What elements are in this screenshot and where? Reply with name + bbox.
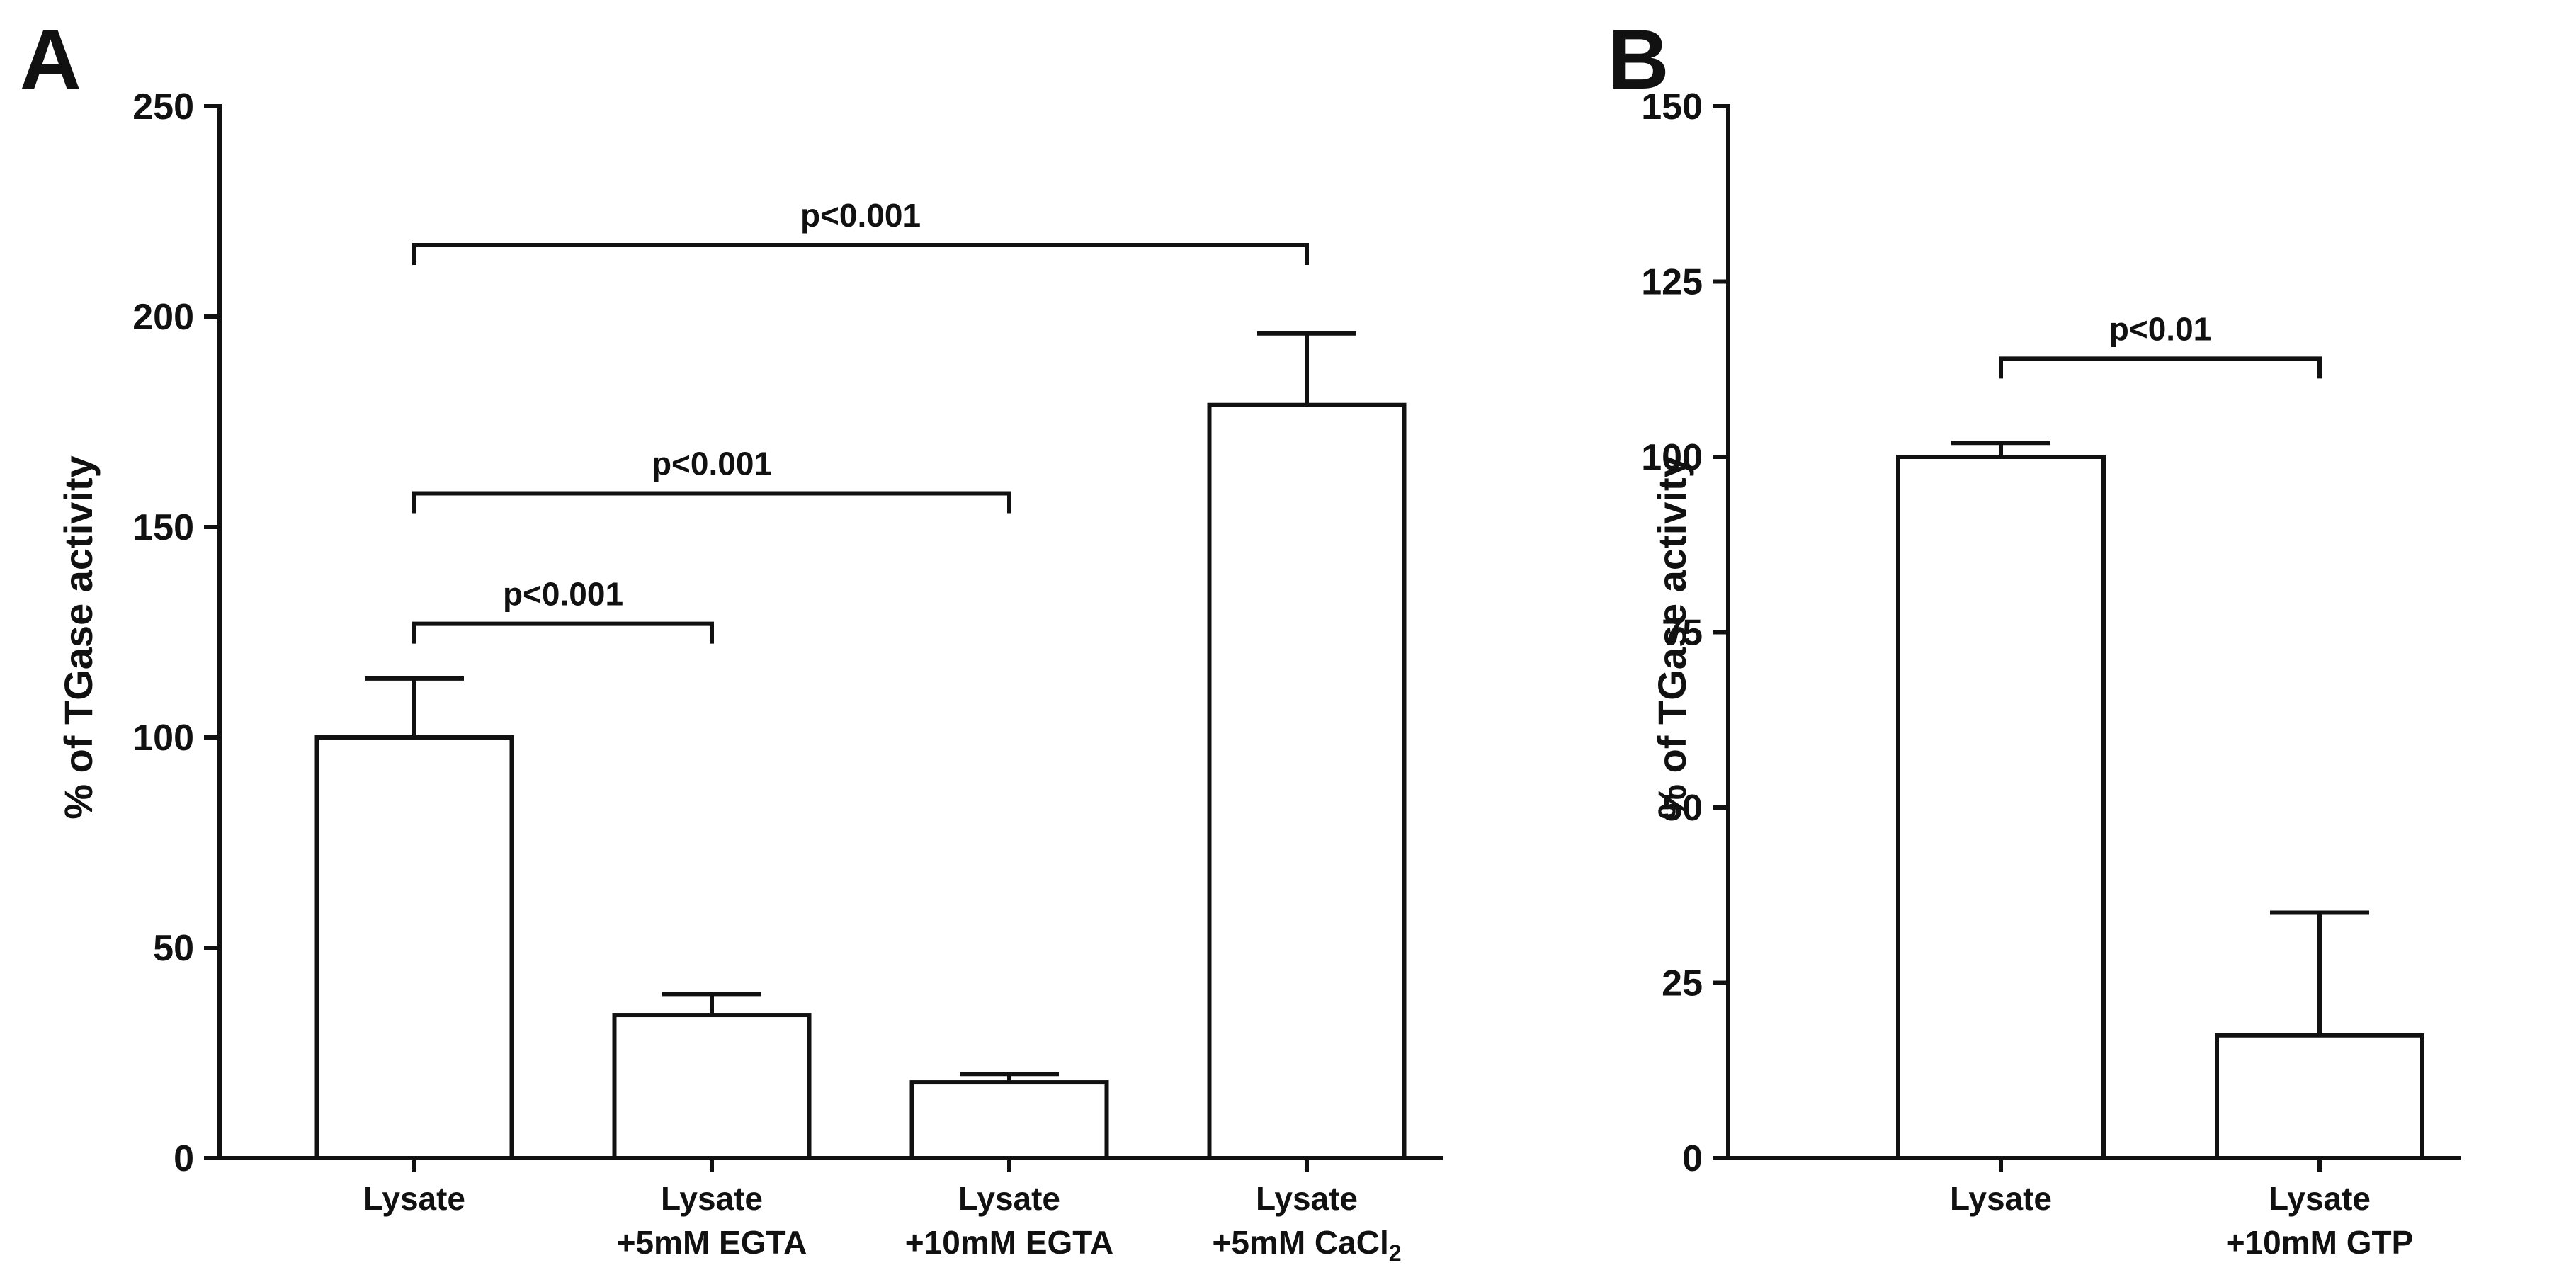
bar-0 (314, 735, 514, 1160)
bar-0 (1896, 455, 2106, 1160)
y-tick-label: 50 (153, 928, 194, 969)
y-tick-label: 250 (132, 86, 194, 128)
category-label: Lysate (1950, 1180, 2052, 1217)
y-tick-label: 0 (174, 1138, 194, 1179)
significance-bracket (1999, 356, 2322, 379)
significance-label: p<0.01 (2109, 310, 2212, 347)
y-tick-label: 100 (132, 718, 194, 759)
y-tick-label: 25 (1662, 963, 1703, 1004)
panel-b: B 0 25 50 75 100 125 150 % of TGase activity Lys… (1608, 12, 2461, 1261)
significance-bracket (412, 243, 1309, 266)
category-label: +5mM CaCl2 (1212, 1224, 1401, 1266)
category-label: +5mM EGTA (617, 1224, 807, 1261)
bar-1 (612, 1013, 812, 1161)
category-subscript: 2 (1389, 1240, 1402, 1266)
y-tick-label: 200 (132, 297, 194, 338)
y-tick-label: 0 (1682, 1138, 1703, 1179)
significance-bracket (412, 621, 714, 644)
panel-a: A 0 50 100 150 200 250 % of TGase activity Lysa… (20, 12, 1443, 1266)
y-tick-label: 150 (1641, 86, 1703, 128)
bar-3 (1207, 402, 1407, 1160)
bar-1 (2215, 1033, 2424, 1160)
panel-letter-b: B (1608, 12, 1669, 107)
y-axis-title: % of TGase activity (56, 455, 101, 820)
y-tick-label: 75 (1662, 613, 1703, 654)
significance-label: p<0.001 (503, 576, 623, 613)
panel-letter-a: A (20, 12, 81, 107)
category-label: +10mM GTP (2226, 1224, 2414, 1261)
category-label: Lysate (958, 1180, 1060, 1217)
y-axis-title: % of TGase activity (1650, 455, 1694, 820)
y-tick-label: 125 (1641, 262, 1703, 303)
category-label: +10mM EGTA (905, 1224, 1113, 1261)
category-label: Lysate (661, 1180, 763, 1217)
significance-bracket (412, 491, 1011, 514)
y-tick-label: 100 (1641, 437, 1703, 478)
significance-label: p<0.001 (652, 445, 772, 482)
y-tick-label: 50 (1662, 788, 1703, 829)
category-label: Lysate (2269, 1180, 2371, 1217)
significance-label: p<0.001 (800, 197, 921, 234)
bar-2 (909, 1080, 1109, 1160)
y-tick-label: 150 (132, 507, 194, 548)
category-label: Lysate (1256, 1180, 1358, 1217)
category-label: Lysate (363, 1180, 465, 1217)
